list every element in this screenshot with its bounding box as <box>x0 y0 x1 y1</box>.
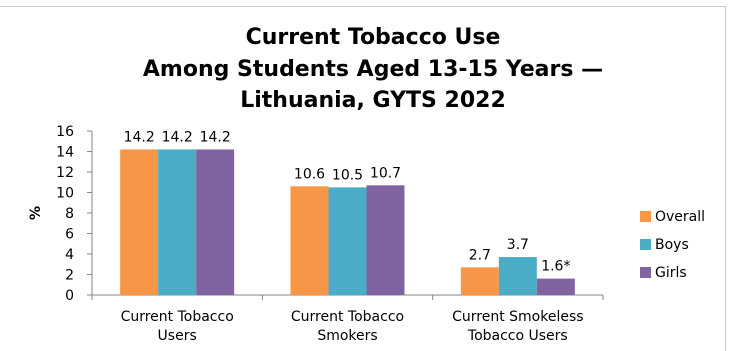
bar-overall-3 <box>460 267 499 295</box>
y-tick-label: 0 <box>65 288 74 304</box>
category-label-2-line-2: Smokers <box>317 328 377 344</box>
data-label-boys-3: 3.7 <box>507 237 529 253</box>
y-tick-label: 6 <box>65 227 74 243</box>
category-label-1-line-2: Users <box>158 328 197 344</box>
y-tick-label: 2 <box>65 268 74 284</box>
y-tick-label: 14 <box>56 145 74 161</box>
bar-boys-3 <box>498 257 537 295</box>
data-label-girls-3: 1.6* <box>541 259 570 275</box>
legend-swatch-girls <box>640 267 651 278</box>
data-label-overall-3: 2.7 <box>469 247 491 263</box>
frame-right-border <box>725 6 726 351</box>
category-label-1-line-1: Current Tobacco <box>121 309 234 325</box>
data-label-overall-1: 14.2 <box>124 129 155 145</box>
bar-boys-1 <box>158 149 197 295</box>
bar-girls-1 <box>196 149 235 295</box>
chart-title-line-3: Lithuania, GYTS 2022 <box>240 88 506 113</box>
category-label-3-line-2: Tobacco Users <box>467 328 568 344</box>
legend-swatch-overall <box>640 211 651 222</box>
chart-title-line-1: Current Tobacco Use <box>246 25 501 50</box>
data-label-overall-2: 10.6 <box>294 166 325 182</box>
bar-girls-2 <box>366 185 405 295</box>
legend-label-overall: Overall <box>655 209 705 225</box>
data-label-boys-1: 14.2 <box>162 129 193 145</box>
bar-girls-3 <box>536 278 575 295</box>
data-label-girls-1: 14.2 <box>200 129 231 145</box>
frame-top-border <box>0 6 726 7</box>
y-tick-label: 16 <box>56 124 74 140</box>
bar-overall-2 <box>290 186 329 295</box>
y-tick-label: 8 <box>65 206 74 222</box>
category-label-2-line-1: Current Tobacco <box>291 309 404 325</box>
legend-label-boys: Boys <box>655 237 689 253</box>
y-tick-label: 12 <box>56 165 74 181</box>
legend-label-girls: Girls <box>655 265 687 281</box>
data-label-girls-2: 10.7 <box>370 165 401 181</box>
y-tick-label: 10 <box>56 186 74 202</box>
bar-boys-2 <box>328 187 367 295</box>
y-axis-label: % <box>28 206 44 220</box>
chart-title-line-2: Among Students Aged 13-15 Years — <box>143 57 603 82</box>
legend-swatch-boys <box>640 239 651 250</box>
y-tick-label: 4 <box>65 247 74 263</box>
bar-overall-1 <box>120 149 159 295</box>
category-label-3-line-1: Current Smokeless <box>452 309 583 325</box>
data-label-boys-2: 10.5 <box>332 167 363 183</box>
